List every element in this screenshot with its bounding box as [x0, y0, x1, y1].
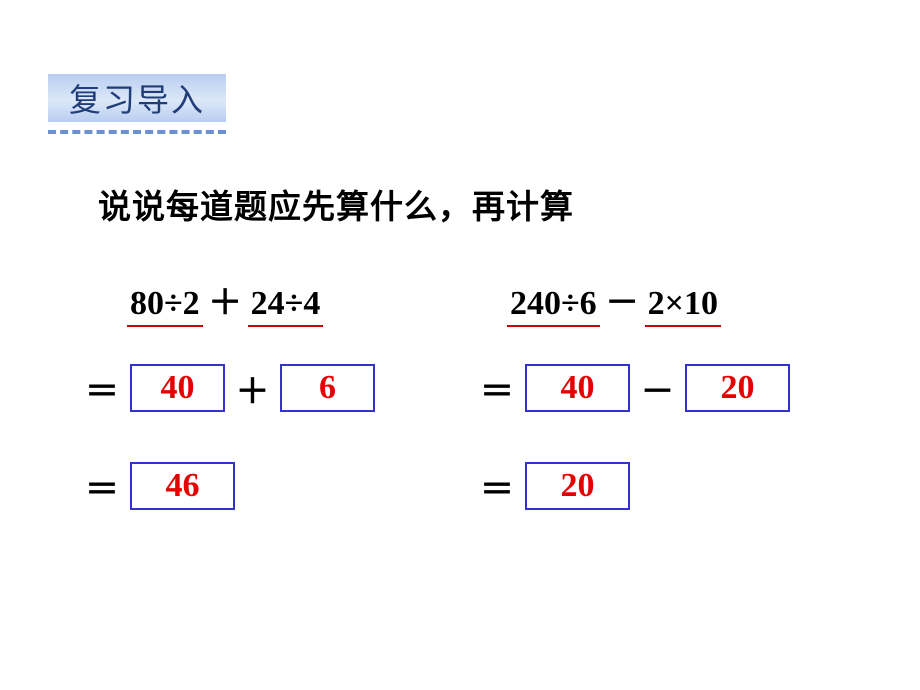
- step1-left: ＝ 40 ＋ 6: [85, 353, 375, 423]
- problem-right: 240÷6 － 2×10 ＝ 40 － 20 ＝ 20: [480, 275, 790, 521]
- expr-right-part2: 2×10: [648, 285, 718, 323]
- box-right-b: 20: [685, 364, 790, 412]
- section-tag-label: 复习导入: [69, 75, 205, 121]
- equals-sign: ＝: [85, 462, 130, 511]
- result-left: ＝ 46: [85, 451, 375, 521]
- equals-sign: ＝: [480, 364, 525, 413]
- box-left-b: 6: [280, 364, 375, 412]
- box-left-result: 46: [130, 462, 235, 510]
- expr-left-op: ＋: [208, 285, 242, 322]
- expression-right: 240÷6 － 2×10: [510, 275, 790, 325]
- expr-left-part1: 80÷2: [130, 285, 200, 323]
- expr-left-part2: 24÷4: [251, 285, 321, 323]
- box-right-a: 40: [525, 364, 630, 412]
- box-right-result: 20: [525, 462, 630, 510]
- tag-underline: [48, 130, 226, 134]
- problem-left: 80÷2 ＋ 24÷4 ＝ 40 ＋ 6 ＝ 46: [85, 275, 375, 521]
- step1-right-op: －: [630, 364, 685, 413]
- result-right: ＝ 20: [480, 451, 790, 521]
- slide: 复习导入 说说每道题应先算什么，再计算 80÷2 ＋ 24÷4 ＝ 40 ＋ 6…: [0, 0, 920, 690]
- equals-sign: ＝: [85, 364, 130, 413]
- expr-right-op: －: [605, 285, 639, 322]
- step1-right: ＝ 40 － 20: [480, 353, 790, 423]
- prompt-text: 说说每道题应先算什么，再计算: [98, 180, 574, 228]
- equals-sign: ＝: [480, 462, 525, 511]
- section-tag: 复习导入: [48, 74, 226, 122]
- step1-left-op: ＋: [225, 364, 280, 413]
- expression-left: 80÷2 ＋ 24÷4: [130, 275, 375, 325]
- expr-right-part1: 240÷6: [510, 285, 597, 323]
- box-left-a: 40: [130, 364, 225, 412]
